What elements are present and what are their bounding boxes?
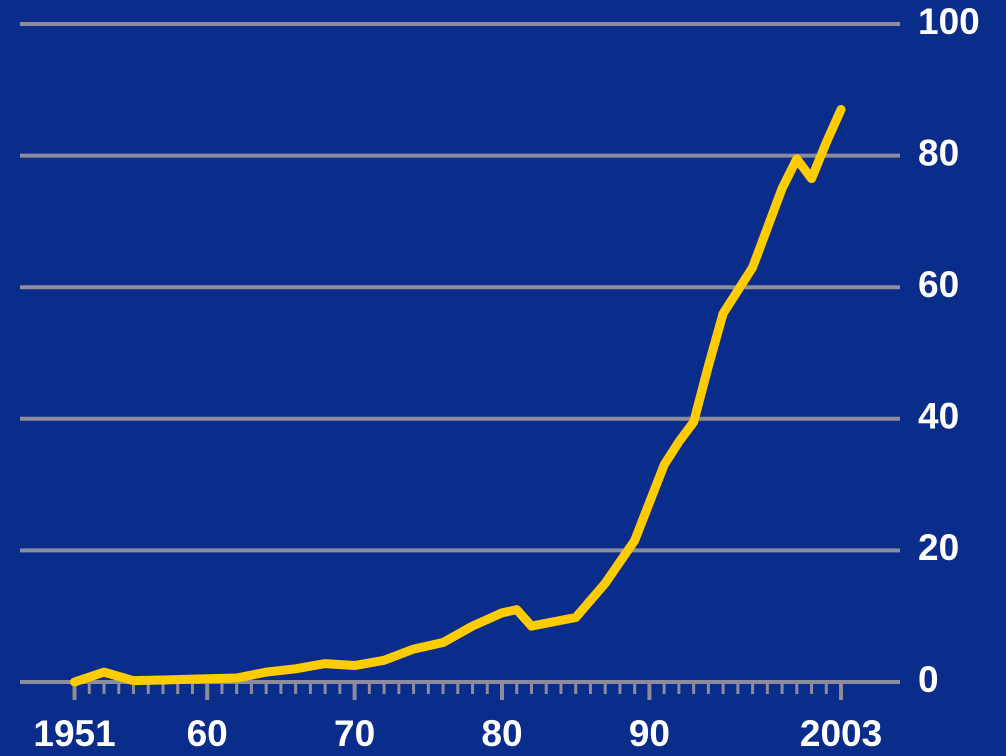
y-tick-label: 40 — [918, 396, 959, 437]
y-tick-label: 0 — [918, 659, 939, 700]
x-tick-label: 2003 — [800, 713, 882, 754]
x-tick-label: 1951 — [33, 713, 115, 754]
y-tick-label: 100 — [918, 1, 980, 42]
x-tick-label: 90 — [629, 713, 670, 754]
x-tick-label: 80 — [481, 713, 522, 754]
data-line — [70, 105, 846, 687]
y-tick-label: 80 — [918, 132, 959, 173]
y-tick-label: 20 — [918, 527, 959, 568]
x-tick-label: 70 — [334, 713, 375, 754]
x-tick-label: 60 — [187, 713, 228, 754]
y-tick-label: 60 — [918, 264, 959, 305]
